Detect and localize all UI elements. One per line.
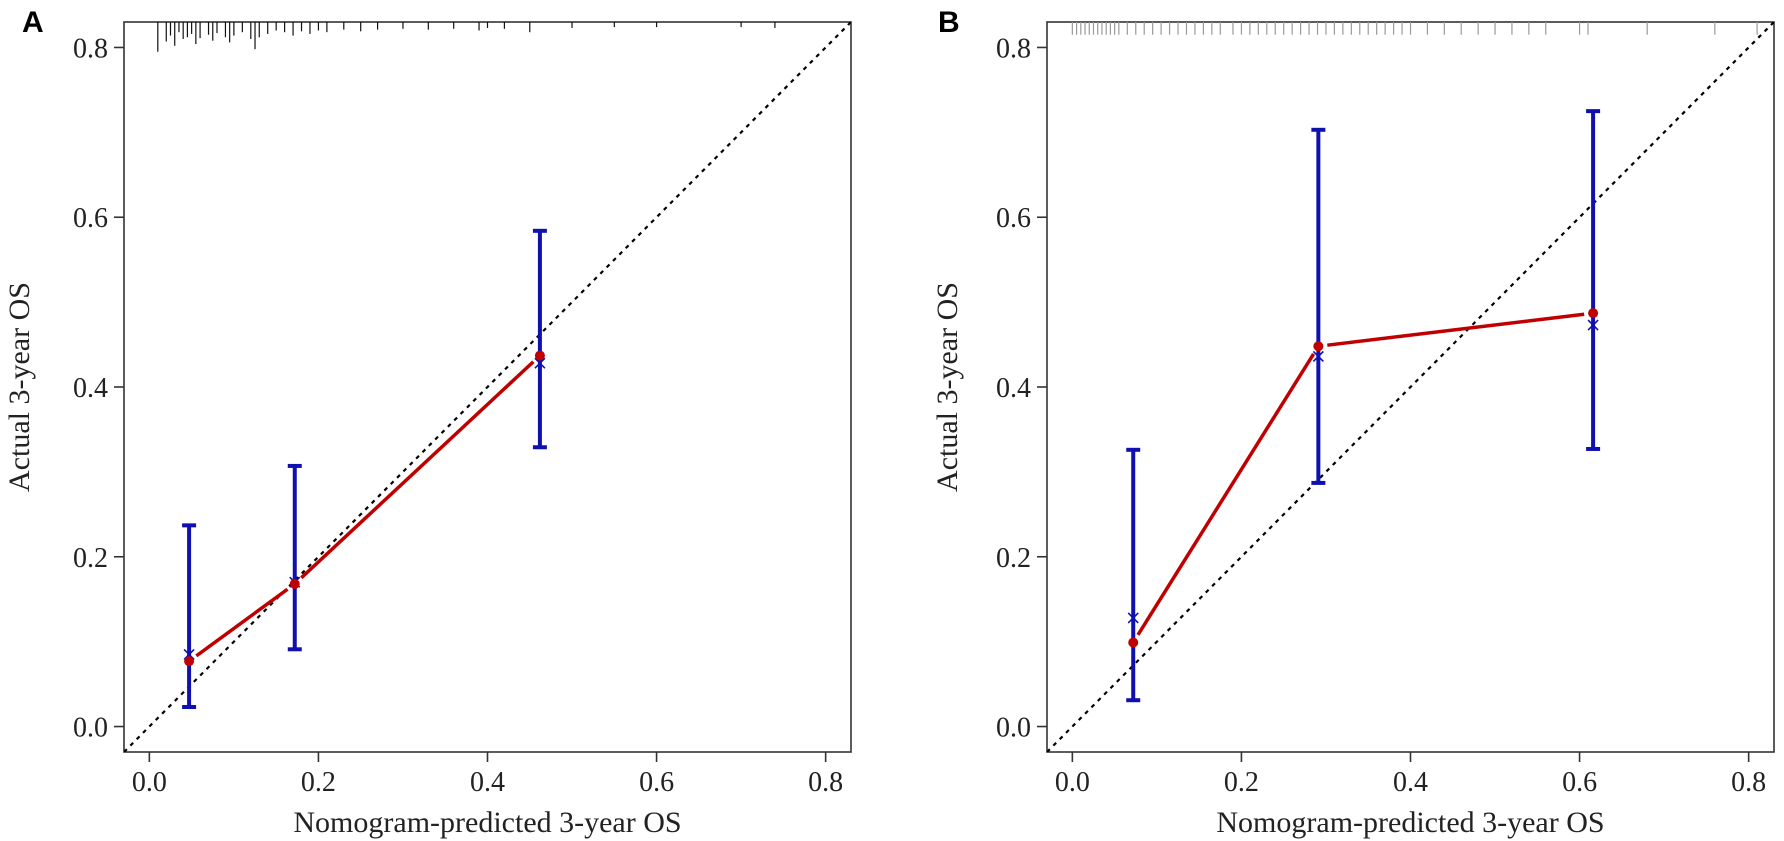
corrected-marker xyxy=(1587,319,1599,331)
y-tick-label: 0.0 xyxy=(996,713,1031,744)
data-point xyxy=(534,350,545,361)
panel-label: B xyxy=(938,6,960,39)
x-tick-label: 0.8 xyxy=(808,767,843,798)
calibration-line-segment xyxy=(195,587,289,658)
corrected-marker xyxy=(1127,612,1139,624)
corrected-marker xyxy=(534,357,546,369)
panel-a: A 0.0 0.2 0.4 0.6 0.8 0.0 0.2 0.4 0.6 0.8 Nomogra… xyxy=(3,6,852,839)
y-tick-label: 0.4 xyxy=(73,373,108,404)
panel-label: A xyxy=(22,6,44,39)
x-axis-title: Nomogram-predicted 3-year OS xyxy=(293,806,681,839)
data-point xyxy=(1128,637,1139,648)
data-point xyxy=(1588,308,1599,319)
y-tick-label: 0.4 xyxy=(996,373,1031,404)
panel-b: B 0.0 0.2 0.4 0.6 0.8 0.0 0.2 0.4 0.6 0.8 Nomogra… xyxy=(931,6,1775,839)
y-tick-label: 0.0 xyxy=(73,713,108,744)
y-tick-label: 0.8 xyxy=(996,33,1031,64)
y-tick-label: 0.8 xyxy=(73,33,108,64)
y-tick-label: 0.6 xyxy=(996,203,1031,234)
x-tick-label: 0.2 xyxy=(1224,767,1259,798)
calibration-line-segment xyxy=(1136,352,1316,636)
y-tick-label: 0.6 xyxy=(73,203,108,234)
x-tick-label: 0.0 xyxy=(1055,767,1090,798)
x-tick-label: 0.2 xyxy=(301,767,336,798)
data-point xyxy=(184,656,195,667)
plot-marks: 0.0 0.2 0.4 0.6 0.8 0.0 0.2 0.4 0.6 0.8 xyxy=(73,22,851,798)
x-tick-label: 0.4 xyxy=(470,767,505,798)
data-point xyxy=(1313,341,1324,352)
plot-marks: 0.0 0.2 0.4 0.6 0.8 0.0 0.2 0.4 0.6 0.8 xyxy=(996,22,1774,798)
x-tick-label: 0.8 xyxy=(1731,767,1766,798)
x-tick-label: 0.0 xyxy=(132,767,167,798)
y-tick-label: 0.2 xyxy=(996,543,1031,574)
corrected-marker xyxy=(1312,350,1324,363)
y-axis-title: Actual 3-year OS xyxy=(3,282,36,492)
reference-diagonal xyxy=(124,22,851,752)
calibration-line-segment xyxy=(300,360,535,580)
x-tick-label: 0.4 xyxy=(1393,767,1428,798)
calibration-line-segment xyxy=(1327,312,1585,347)
data-point xyxy=(289,578,300,589)
x-tick-label: 0.6 xyxy=(1562,767,1597,798)
x-tick-label: 0.6 xyxy=(639,767,674,798)
y-tick-label: 0.2 xyxy=(73,543,108,574)
x-axis-title: Nomogram-predicted 3-year OS xyxy=(1216,806,1604,839)
y-axis-title: Actual 3-year OS xyxy=(931,282,964,492)
reference-diagonal xyxy=(1047,22,1774,752)
